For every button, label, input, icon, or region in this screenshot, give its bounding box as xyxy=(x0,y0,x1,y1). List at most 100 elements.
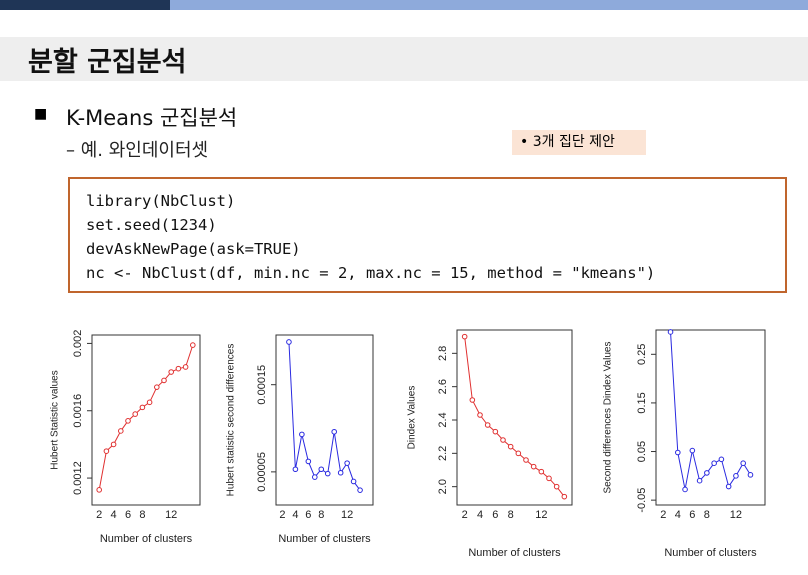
x-tick-label: 4 xyxy=(111,509,117,521)
x-tick-label: 2 xyxy=(660,509,666,521)
data-point xyxy=(337,469,344,476)
top-bar xyxy=(170,0,808,10)
data-point xyxy=(747,472,754,478)
y-tick-label: 0.15 xyxy=(636,392,648,413)
data-point xyxy=(538,468,545,475)
data-line xyxy=(670,331,751,490)
code-box: library(NbClust) set.seed(1234) devAskNewP… xyxy=(68,177,787,293)
y-axis-label: Dindex Values xyxy=(407,386,418,450)
y-tick-label: 0.25 xyxy=(636,344,648,365)
x-tick-label: 8 xyxy=(318,509,324,521)
x-tick-label: 12 xyxy=(165,509,177,521)
x-tick-label: 2 xyxy=(279,509,285,521)
x-tick-label: 12 xyxy=(535,509,547,521)
code-line: devAskNewPage(ask=TRUE) xyxy=(86,240,301,258)
data-point xyxy=(292,466,299,473)
x-tick-label: 6 xyxy=(125,509,131,521)
data-point xyxy=(190,342,196,348)
x-tick-label: 4 xyxy=(675,509,681,521)
y-tick-label: 2.0 xyxy=(437,479,449,494)
bullet-text: K-Means 군집분석 xyxy=(66,106,238,130)
plot-frame xyxy=(91,334,201,506)
x-tick-label: 6 xyxy=(689,509,695,521)
data-point xyxy=(718,456,725,463)
data-point xyxy=(110,441,117,448)
y-tick-label: 2.2 xyxy=(437,446,449,461)
x-tick-label: 12 xyxy=(730,509,742,521)
x-tick-label: 2 xyxy=(96,509,102,521)
data-point xyxy=(711,460,717,466)
data-point xyxy=(461,333,468,340)
data-point xyxy=(469,397,476,403)
x-tick-label: 2 xyxy=(462,509,468,521)
data-point xyxy=(161,377,167,384)
data-point xyxy=(733,473,739,479)
y-axis-label: Hubert Statistic values xyxy=(50,370,61,470)
sub-bullet: – 예. 와인데이터셋 xyxy=(66,140,209,161)
data-point xyxy=(740,460,747,466)
y-axis-label: Second differences Dindex Values xyxy=(603,342,614,494)
y-tick-label: 0.0012 xyxy=(72,461,84,495)
data-point xyxy=(675,449,681,456)
data-point xyxy=(318,466,325,473)
y-tick-label: 0.00005 xyxy=(256,452,268,492)
title-band xyxy=(0,37,808,81)
x-tick-label: 8 xyxy=(508,509,514,521)
data-point xyxy=(175,365,182,372)
data-point xyxy=(546,475,552,482)
data-point xyxy=(696,477,703,484)
x-tick-label: 6 xyxy=(305,509,311,521)
data-point xyxy=(689,447,696,454)
x-axis-label: Number of clusters xyxy=(100,533,193,545)
y-tick-label: 2.8 xyxy=(437,346,449,361)
top-bar xyxy=(0,0,170,10)
data-point xyxy=(146,399,153,406)
data-point xyxy=(523,457,529,463)
y-tick-label: 2.4 xyxy=(437,412,449,427)
data-point xyxy=(484,422,491,428)
data-point xyxy=(154,384,160,390)
code-line: nc <- NbClust(df, min.nc = 2, max.nc = 1… xyxy=(86,264,656,282)
data-line xyxy=(288,341,361,491)
code-line: set.seed(1234) xyxy=(86,216,217,234)
data-point xyxy=(132,411,138,417)
y-tick-label: 0.002 xyxy=(72,330,84,358)
y-tick-label: 0.00015 xyxy=(256,365,268,405)
x-tick-label: 12 xyxy=(341,509,353,521)
x-axis-label: Number of clusters xyxy=(278,533,371,545)
data-point xyxy=(704,470,710,476)
data-point xyxy=(667,329,674,335)
data-point xyxy=(139,404,146,411)
x-tick-label: 4 xyxy=(477,509,483,521)
y-tick-label: 0.05 xyxy=(636,441,648,462)
data-point xyxy=(324,470,331,477)
data-point xyxy=(682,486,688,493)
plot-frame xyxy=(275,334,374,506)
data-point xyxy=(168,369,174,375)
x-tick-label: 4 xyxy=(292,509,298,521)
data-point xyxy=(96,487,102,493)
data-point xyxy=(350,478,357,485)
slide-title: 분할 군집분석 xyxy=(28,47,187,78)
data-point xyxy=(553,483,560,490)
note: • 3개 집단 제안 xyxy=(512,130,646,155)
data-point xyxy=(344,460,350,466)
y-tick-label: 2.6 xyxy=(437,379,449,394)
data-point xyxy=(118,428,124,434)
y-tick-label: -0.05 xyxy=(636,488,648,513)
plot-frame xyxy=(655,329,766,506)
data-point xyxy=(492,428,499,435)
data-point xyxy=(507,443,514,450)
x-tick-label: 8 xyxy=(139,509,145,521)
data-point xyxy=(477,412,483,418)
y-tick-label: 0.0016 xyxy=(72,394,84,428)
data-point xyxy=(103,448,110,454)
bullet-mark: ■ xyxy=(34,106,48,122)
data-point xyxy=(530,463,537,470)
data-point xyxy=(331,428,338,435)
x-tick-label: 6 xyxy=(492,509,498,521)
data-point xyxy=(305,458,312,465)
data-point xyxy=(182,364,189,370)
